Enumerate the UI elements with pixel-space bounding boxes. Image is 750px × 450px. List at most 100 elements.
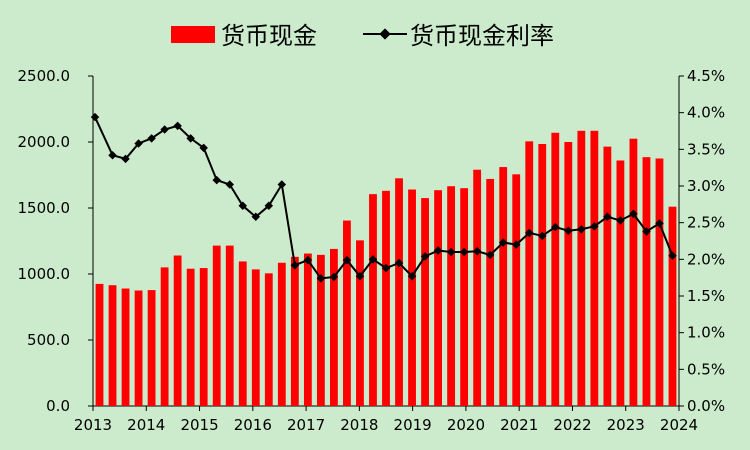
right-axis-tick-label: 1.0% bbox=[687, 324, 725, 342]
legend: 货币现金 货币现金利率 bbox=[171, 22, 554, 50]
bar bbox=[121, 288, 130, 406]
line-point bbox=[342, 255, 352, 265]
bar bbox=[603, 146, 612, 406]
x-axis-tick-label: 2023 bbox=[607, 416, 645, 434]
bar bbox=[629, 138, 638, 406]
bar bbox=[538, 143, 547, 407]
line-point bbox=[407, 271, 417, 281]
x-axis-tick-label: 2022 bbox=[553, 416, 591, 434]
line-point bbox=[134, 139, 143, 148]
bar bbox=[251, 269, 260, 406]
left-axis-tick-label: 0.0 bbox=[46, 397, 70, 415]
bar bbox=[642, 157, 651, 406]
bar bbox=[486, 178, 495, 406]
line-point bbox=[485, 250, 495, 260]
right-axis-tick-label: 3.0% bbox=[687, 177, 725, 195]
bar bbox=[369, 194, 377, 406]
bar bbox=[147, 290, 156, 406]
line-point bbox=[264, 201, 274, 211]
right-axis-tick-label: 2.5% bbox=[687, 214, 725, 232]
bar bbox=[668, 206, 677, 406]
bar bbox=[655, 158, 664, 406]
x-axis-tick-label: 2017 bbox=[287, 416, 325, 434]
line-point bbox=[368, 255, 378, 264]
line-point bbox=[394, 258, 404, 268]
bar bbox=[108, 285, 117, 406]
bar bbox=[225, 245, 234, 406]
bar bbox=[577, 130, 586, 406]
bar bbox=[590, 130, 599, 406]
left-axis-tick-label: 2500.0 bbox=[18, 67, 71, 85]
line-point bbox=[446, 247, 456, 257]
line-point bbox=[498, 238, 508, 247]
legend-swatch-cash bbox=[171, 26, 215, 43]
x-axis-tick-label: 2016 bbox=[234, 416, 272, 434]
x-axis-tick-label: 2024 bbox=[660, 416, 698, 434]
line-point bbox=[160, 125, 169, 134]
x-axis-tick-label: 2014 bbox=[127, 416, 165, 434]
line-point bbox=[251, 212, 261, 222]
bar bbox=[95, 283, 104, 406]
line-series bbox=[90, 112, 677, 283]
right-axis-tick-label: 0.0% bbox=[687, 397, 725, 415]
bar bbox=[186, 268, 195, 406]
x-axis-tick-label: 2020 bbox=[447, 416, 485, 434]
line-point bbox=[355, 271, 365, 281]
right-axis-tick-label: 0.5% bbox=[687, 360, 725, 378]
bar bbox=[264, 273, 273, 406]
left-axis-tick-label: 1000.0 bbox=[18, 265, 71, 283]
line-point bbox=[277, 180, 287, 189]
bar bbox=[212, 245, 221, 406]
bar bbox=[395, 178, 403, 406]
bar bbox=[551, 132, 560, 406]
bar bbox=[316, 254, 325, 406]
line-point bbox=[186, 134, 195, 143]
bar-series bbox=[95, 130, 677, 407]
line-point bbox=[316, 274, 326, 283]
line-point bbox=[420, 252, 430, 261]
bar bbox=[512, 174, 521, 406]
bar bbox=[303, 253, 312, 406]
axes: 0.0 500.0 1000.0 1500.0 2000.0 2500.0 0.0% 0.5%… bbox=[18, 67, 726, 434]
x-axis-tick-label: 2013 bbox=[74, 416, 112, 434]
x-axis-tick-label: 2018 bbox=[340, 416, 378, 434]
left-axis-tick-label: 2000.0 bbox=[18, 133, 71, 151]
bar bbox=[238, 261, 247, 406]
line-point bbox=[433, 246, 443, 255]
line-point bbox=[329, 272, 339, 282]
line-point bbox=[199, 143, 208, 153]
legend-label-rate: 货币现金利率 bbox=[410, 22, 554, 50]
bar bbox=[173, 255, 182, 406]
line-point bbox=[459, 247, 469, 257]
left-axis-tick-label: 500.0 bbox=[27, 331, 70, 349]
bar bbox=[277, 262, 286, 406]
bar bbox=[160, 267, 169, 406]
bar bbox=[616, 160, 625, 406]
right-axis-tick-label: 4.0% bbox=[687, 104, 725, 122]
left-axis-tick-label: 1500.0 bbox=[18, 199, 71, 217]
bar bbox=[408, 189, 416, 406]
bar bbox=[343, 220, 351, 406]
legend-label-cash: 货币现金 bbox=[221, 22, 317, 50]
bar bbox=[382, 190, 390, 406]
bar bbox=[134, 290, 143, 406]
line-point bbox=[381, 263, 391, 273]
bar bbox=[434, 190, 442, 406]
bar bbox=[564, 142, 573, 406]
line-point bbox=[238, 201, 247, 211]
bar bbox=[330, 248, 338, 406]
line-point bbox=[173, 121, 182, 131]
line-point bbox=[290, 260, 300, 270]
line-point bbox=[225, 180, 234, 189]
x-axis-tick-label: 2021 bbox=[500, 416, 538, 434]
right-axis-tick-label: 3.5% bbox=[687, 140, 725, 158]
line-point bbox=[472, 247, 482, 256]
bar bbox=[499, 167, 508, 406]
line-point bbox=[147, 134, 156, 143]
line-point bbox=[121, 154, 130, 164]
bar bbox=[525, 141, 534, 406]
line-point bbox=[90, 112, 100, 122]
bar bbox=[447, 186, 456, 406]
bar bbox=[199, 268, 208, 406]
